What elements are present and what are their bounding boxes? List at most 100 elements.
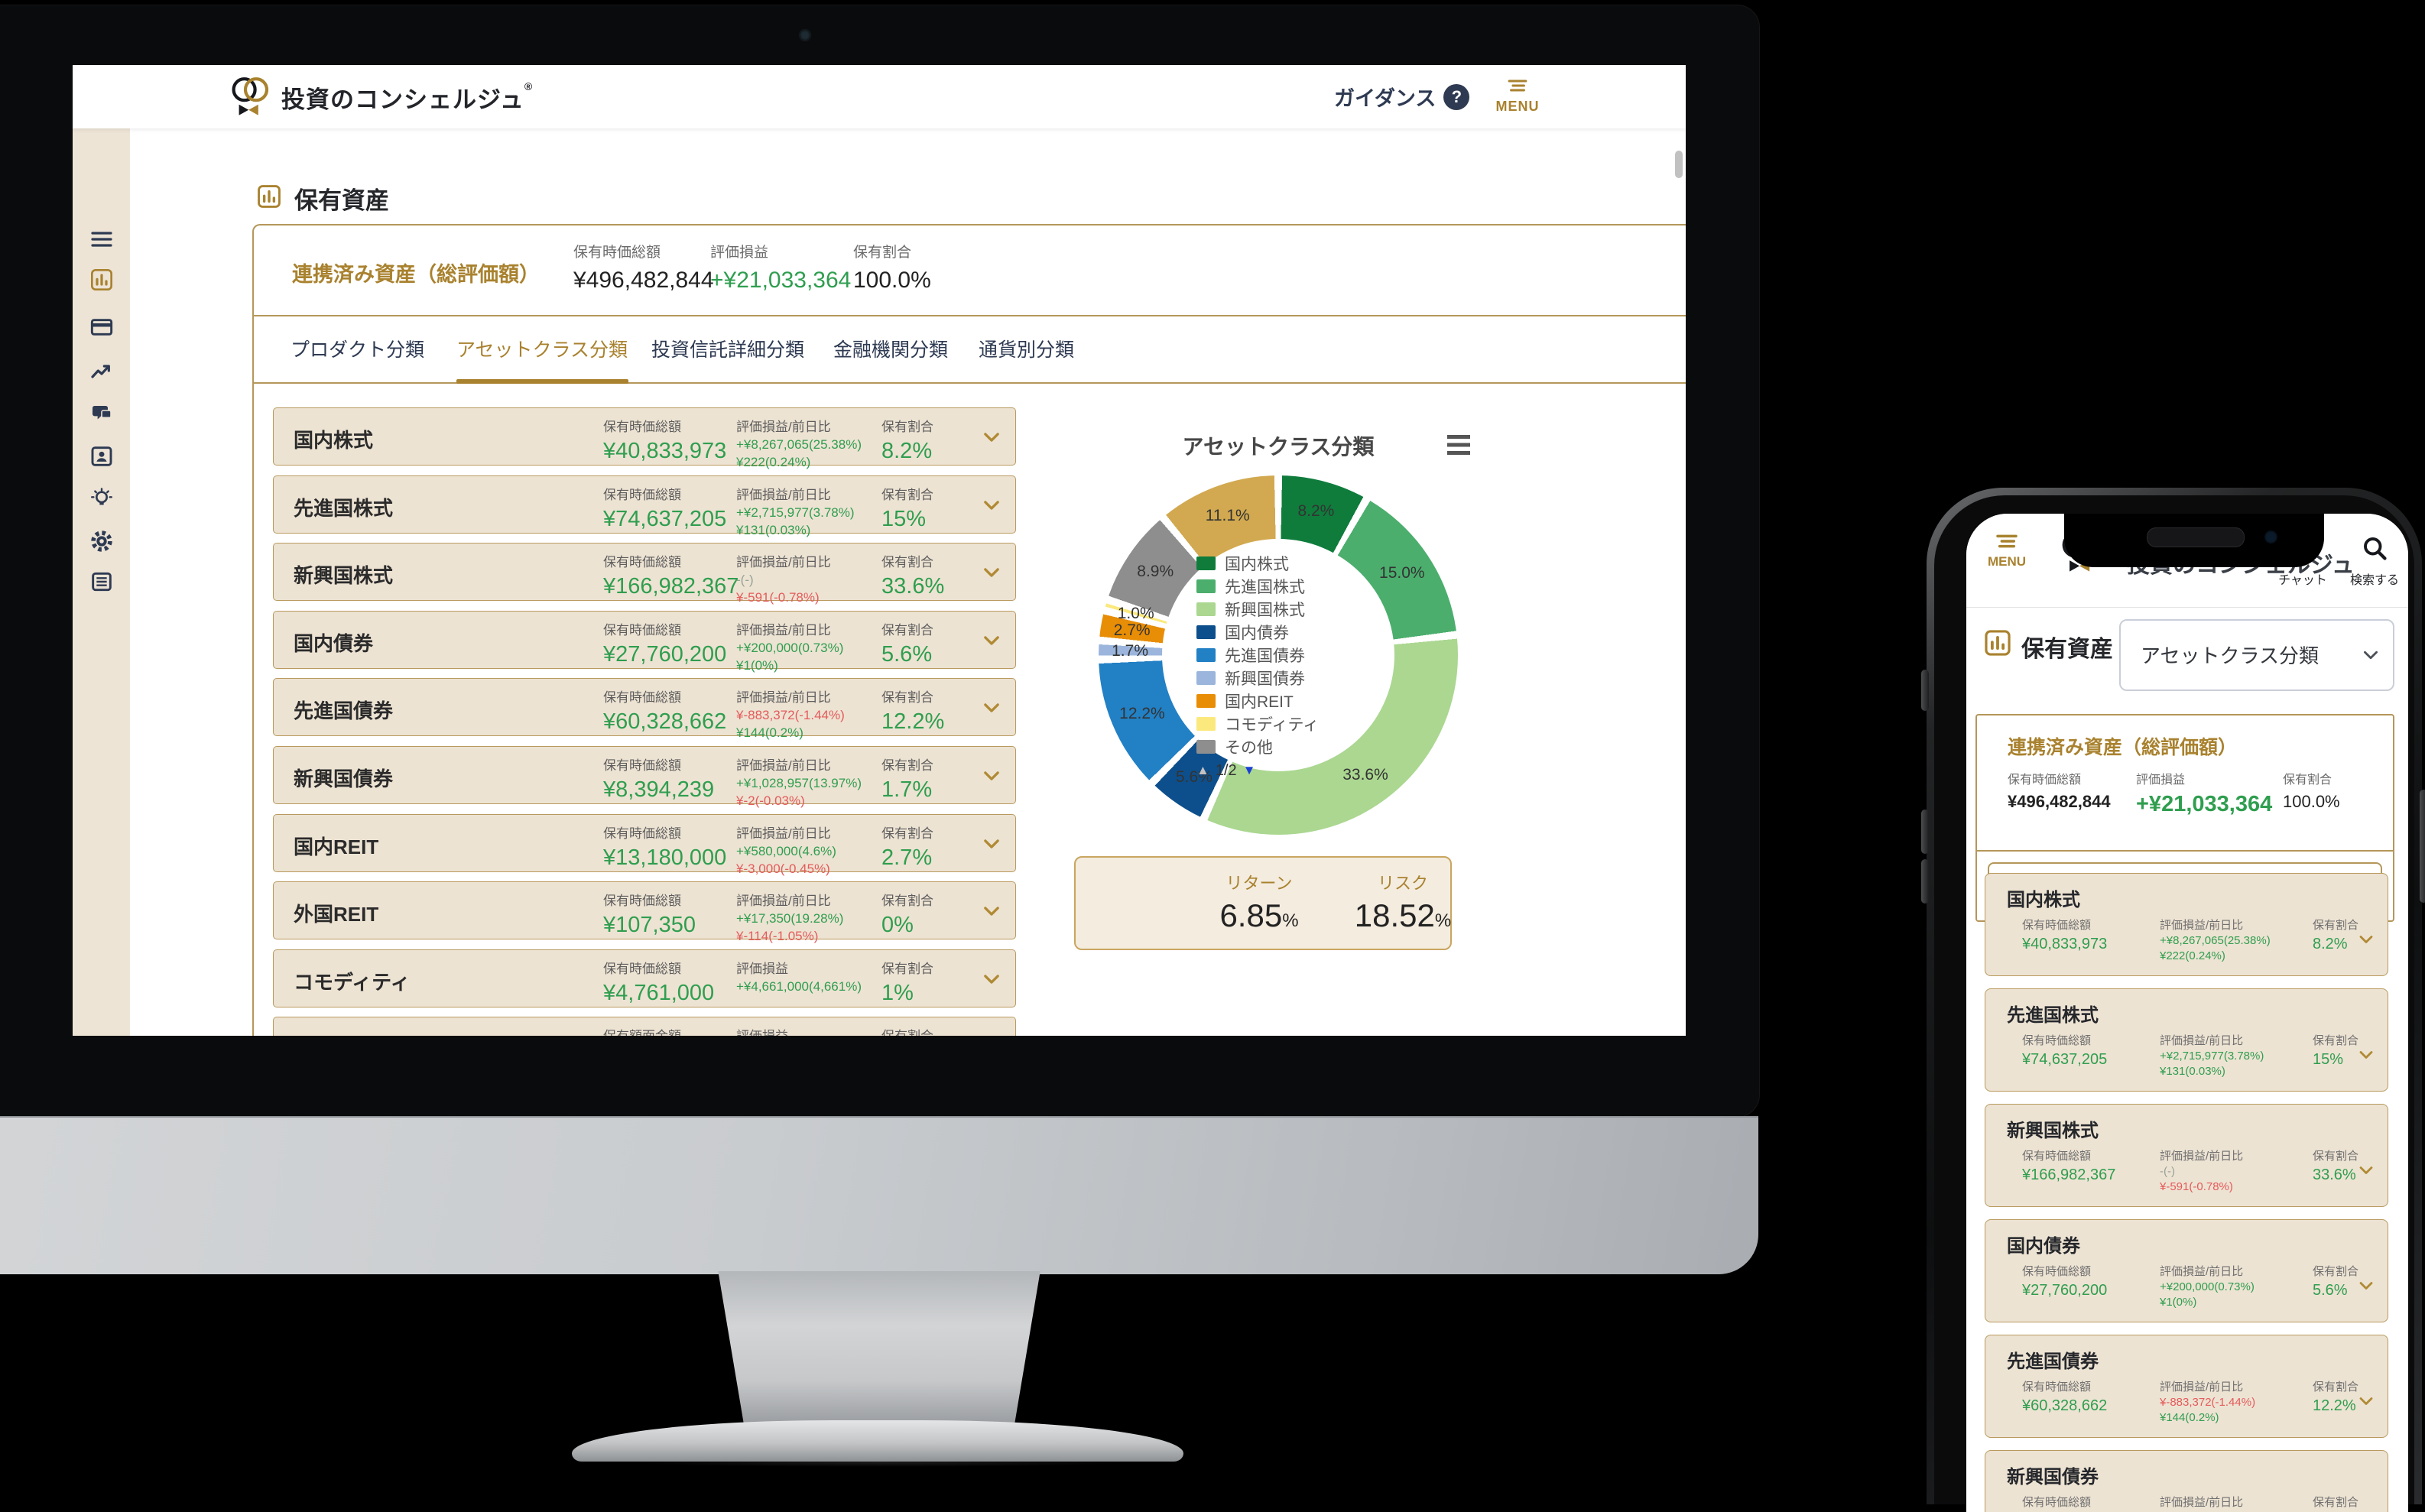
asset-row[interactable]: 国内REIT 保有時価総額 ¥13,180,000 評価損益/前日比 +¥580,000… bbox=[273, 813, 1016, 876]
summary-column: 保有割合 100.0% bbox=[853, 241, 931, 294]
app-logo[interactable]: 投資のコンシェルジュ® bbox=[229, 76, 533, 118]
asset-card[interactable]: 国内債券 保有時価総額 ¥27,760,200 評価損益/前日比 +¥200,000(0… bbox=[1985, 1219, 2388, 1322]
legend-item[interactable]: 新興国債券 bbox=[1196, 667, 1380, 689]
classification-dropdown[interactable]: アセットクラス分類 bbox=[2119, 619, 2394, 691]
profit-loss-label: 評価損益/前日比 bbox=[736, 894, 831, 909]
chart-menu-icon[interactable] bbox=[1445, 433, 1472, 456]
tab-1[interactable]: プロダクト分類 bbox=[291, 339, 425, 361]
legend-swatch bbox=[1196, 740, 1216, 754]
summary-column: 評価損益 +¥21,033,364 bbox=[710, 241, 851, 294]
sidebar-item-news[interactable] bbox=[73, 565, 130, 599]
profit-loss-line: +¥8,267,065(25.38%) bbox=[2160, 934, 2271, 947]
dropdown-value: アセットクラス分類 bbox=[2141, 644, 2319, 667]
holdings-chart-icon bbox=[1983, 628, 2012, 657]
amount-label: 保有時価総額 bbox=[2022, 1265, 2092, 1278]
sidebar-item-chat[interactable] bbox=[73, 397, 130, 430]
donut-segment-label: 2.7% bbox=[1113, 621, 1151, 639]
profit-loss-column: 評価損益/前日比 +¥2,715,977(3.78%) ¥131(0.03%) bbox=[736, 484, 855, 538]
holdings-chart-icon bbox=[256, 183, 282, 213]
donut-segment-label: 1.0% bbox=[1117, 604, 1154, 622]
asset-card[interactable]: 先進国株式 保有時価総額 ¥74,637,205 評価損益/前日比 +¥2,715,97… bbox=[1985, 988, 2388, 1092]
asset-card[interactable]: 先進国債券 保有時価総額 ¥60,328,662 評価損益/前日比 ¥-883,372(… bbox=[1985, 1335, 2388, 1438]
amount-column: 保有時価総額 ¥40,833,973 bbox=[2022, 917, 2107, 953]
profit-loss-label: 評価損益/前日比 bbox=[2160, 1265, 2244, 1278]
legend-item[interactable]: 先進国債券 bbox=[1196, 644, 1380, 667]
guidance-button[interactable]: ガイダンス ? bbox=[1334, 82, 1470, 112]
asset-class-name: 国内REIT bbox=[294, 835, 379, 858]
asset-row[interactable]: 新興国債券 保有時価総額 ¥8,394,239 評価損益/前日比 +¥1,028,957… bbox=[273, 746, 1016, 808]
phone-search-button[interactable]: 検索する bbox=[2347, 534, 2402, 588]
sidebar-item-trend-chart[interactable] bbox=[73, 354, 130, 388]
profit-loss-label: 評価損益 bbox=[736, 961, 788, 976]
asset-class-donut-chart[interactable]: 8.2% 15.0% 33.6% 5.6% 12.2% 1.7% 2.7% 1.0% 8.9% 1… bbox=[1099, 475, 1458, 835]
asset-row[interactable]: 新興国株式 保有時価総額 ¥166,982,367 評価損益/前日比 -(-) ¥-591… bbox=[273, 543, 1016, 605]
asset-class-name: 外国REIT bbox=[294, 903, 379, 926]
ratio-value: 12.2% bbox=[2313, 1397, 2356, 1414]
tab-4[interactable]: 金融機関分類 bbox=[833, 339, 949, 361]
legend-item[interactable]: 先進国株式 bbox=[1196, 575, 1380, 598]
legend-item[interactable]: 国内債券 bbox=[1196, 621, 1380, 644]
menu-button[interactable]: MENU bbox=[1483, 79, 1552, 115]
sidebar-item-menu[interactable] bbox=[73, 222, 130, 256]
sidebar-item-holdings-chart[interactable] bbox=[73, 263, 130, 297]
sidebar-item-contact-card[interactable] bbox=[73, 440, 130, 473]
donut-segment-label: 15.0% bbox=[1379, 563, 1425, 582]
ratio-column: 保有割合 33.6% bbox=[881, 551, 944, 599]
legend-item[interactable]: その他 bbox=[1196, 735, 1380, 758]
profit-loss-line: -(-) bbox=[2160, 1165, 2175, 1178]
tabs-row: プロダクト分類 アセットクラス分類 投資信託詳細分類 金融機関分類 通貨別分類 bbox=[254, 315, 1686, 384]
profit-loss-line: ¥1(0%) bbox=[736, 657, 778, 673]
scrollbar-thumb[interactable] bbox=[1675, 151, 1683, 178]
holdings-panel: 連携済み資産（総評価額） 保有時価総額 ¥496,482,844 評価損益 +¥21,… bbox=[252, 224, 1686, 1036]
return-value: 6.85% bbox=[1219, 897, 1299, 933]
asset-row[interactable]: 先進国株式 保有時価総額 ¥74,637,205 評価損益/前日比 +¥2,715,97… bbox=[273, 475, 1016, 537]
chart-legend: 国内株式 先進国株式 新興国株式 国内債券 先進国債券新興国債券国内REIT コモディティ… bbox=[1196, 552, 1380, 783]
legend-page-down-icon[interactable]: ▼ bbox=[1242, 763, 1256, 777]
profit-loss-line: -(-) bbox=[736, 573, 754, 588]
amount-value: ¥60,328,662 bbox=[603, 709, 727, 735]
tab-5[interactable]: 通貨別分類 bbox=[979, 339, 1075, 361]
sidebar-item-card[interactable] bbox=[73, 310, 130, 344]
sidebar-item-lightbulb[interactable] bbox=[73, 482, 130, 516]
sidebar-item-gear[interactable] bbox=[73, 524, 130, 558]
ratio-value: 12.2% bbox=[881, 709, 945, 735]
asset-row[interactable]: 国内株式 保有時価総額 ¥40,833,973 評価損益/前日比 +¥8,267,065… bbox=[273, 407, 1016, 469]
legend-label: 新興国債券 bbox=[1225, 670, 1305, 688]
asset-card[interactable]: 国内株式 保有時価総額 ¥40,833,973 評価損益/前日比 +¥8,267,065… bbox=[1985, 873, 2388, 976]
asset-row[interactable]: 先進国債券 保有時価総額 ¥60,328,662 評価損益/前日比 ¥-883,372(… bbox=[273, 678, 1016, 740]
ratio-label: 保有割合 bbox=[881, 826, 933, 841]
ratio-label: 保有割合 bbox=[2313, 1265, 2359, 1278]
profit-loss-line: +¥580,000(4.6%) bbox=[736, 843, 836, 858]
amount-column: 保有時価総額 ¥27,760,200 bbox=[2022, 1263, 2107, 1299]
asset-row[interactable]: コモディティ 保有時価総額 ¥4,761,000 評価損益 +¥4,661,000(4,… bbox=[273, 949, 1016, 1007]
profit-loss-line: ¥144(0.2%) bbox=[736, 725, 803, 741]
phone-menu-button[interactable]: MENU bbox=[1988, 534, 2026, 569]
amount-label: 保有時価総額 bbox=[603, 420, 681, 434]
ratio-column: 保有割合 5.6% bbox=[2313, 1263, 2358, 1299]
summary-label: 評価損益 bbox=[710, 245, 769, 261]
legend-label: 国内REIT bbox=[1225, 693, 1294, 711]
tab-3[interactable]: 投資信託詳細分類 bbox=[651, 339, 805, 361]
profit-loss-label: 評価損益/前日比 bbox=[2160, 1381, 2244, 1394]
monitor-stand-base bbox=[572, 1420, 1183, 1462]
asset-class-name: 先進国債券 bbox=[2007, 1351, 2099, 1372]
legend-page-up-icon[interactable]: ▲ bbox=[1196, 763, 1209, 777]
asset-card[interactable]: 新興国株式 保有時価総額 ¥166,982,367 評価損益/前日比 -(-) ¥-591… bbox=[1985, 1104, 2388, 1207]
legend-item[interactable]: 新興国株式 bbox=[1196, 598, 1380, 621]
asset-row[interactable]: 国内債券 保有時価総額 ¥27,760,200 評価損益/前日比 +¥200,000(0… bbox=[273, 610, 1016, 673]
ratio-label: 保有割合 bbox=[2313, 1496, 2359, 1509]
legend-item[interactable]: 国内REIT bbox=[1196, 689, 1380, 712]
profit-loss-line: +¥4,661,000(4,661%) bbox=[736, 978, 862, 994]
legend-item[interactable]: 国内株式 bbox=[1196, 552, 1380, 575]
legend-swatch bbox=[1196, 648, 1216, 662]
amount-value: ¥27,760,200 bbox=[2022, 1282, 2108, 1299]
summary-column: 保有割合 100.0% bbox=[2283, 769, 2340, 812]
legend-item[interactable]: コモディティ bbox=[1196, 712, 1380, 735]
asset-row[interactable]: 外国REIT 保有時価総額 ¥107,350 評価損益/前日比 +¥17,350(19.… bbox=[273, 881, 1016, 943]
chevron-down-icon bbox=[2357, 1277, 2375, 1295]
ratio-label: 保有割合 bbox=[2313, 1034, 2359, 1047]
tab-2[interactable]: アセットクラス分類 bbox=[456, 339, 628, 361]
summary-value: 100.0% bbox=[853, 268, 931, 293]
